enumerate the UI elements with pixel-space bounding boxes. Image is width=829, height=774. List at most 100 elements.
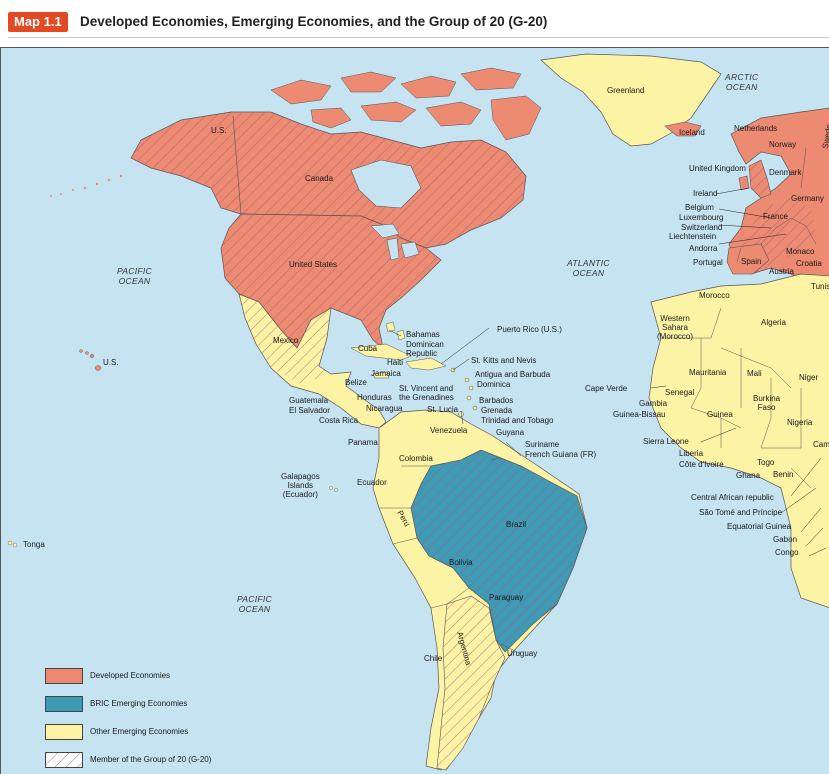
label-french-guiana: French Guiana (FR) [525, 450, 597, 459]
label-dominica: Dominica [477, 380, 511, 389]
label-cote-divoire: Côte d'Ivoire [679, 460, 724, 469]
great-lakes [370, 223, 420, 261]
label-niger: Niger [799, 373, 819, 382]
label-gabon: Gabon [773, 535, 798, 544]
label-norway: Norway [769, 140, 797, 149]
label-jamaica: Jamaica [371, 369, 401, 378]
label-guinea: Guinea [707, 410, 733, 419]
label-honduras: Honduras [357, 393, 392, 402]
label-luxembourg: Luxembourg [679, 213, 724, 222]
label-belize: Belize [345, 378, 367, 387]
label-ireland: Ireland [693, 189, 718, 198]
label-cape-verde: Cape Verde [585, 384, 628, 393]
label-grenada: Grenada [481, 406, 513, 415]
galapagos-islands [329, 486, 338, 492]
label-france: France [763, 212, 788, 221]
label-liberia: Liberia [679, 449, 704, 458]
iceland-shape [664, 121, 702, 137]
label-nicaragua: Nicaragua [366, 404, 403, 413]
label-sierra-leone: Sierra Leone [643, 437, 689, 446]
label-spain: Spain [741, 257, 762, 266]
legend-label-g20: Member of the Group of 20 (G-20) [90, 755, 212, 764]
map-title: Developed Economies, Emerging Economies,… [80, 14, 548, 29]
label-el-salvador: El Salvador [289, 406, 330, 415]
label-car: Central African republic [691, 493, 774, 502]
label-guyana: Guyana [496, 428, 525, 437]
africa-shape [648, 273, 829, 609]
header-rule [8, 37, 829, 38]
label-croatia: Croatia [796, 259, 822, 268]
label-colombia: Colombia [399, 454, 433, 463]
label-costa-rica: Costa Rica [319, 416, 359, 425]
map-header: Map 1.1 Developed Economies, Emerging Ec… [0, 0, 829, 46]
label-barbados: Barbados [479, 396, 514, 405]
label-tonga: Tonga [23, 540, 45, 549]
label-mauritania: Mauritania [689, 368, 727, 377]
arctic-islands [270, 67, 542, 141]
label-guatemala: Guatemala [289, 396, 329, 405]
label-togo: Togo [757, 458, 775, 467]
leader-lines [388, 187, 827, 557]
label-liechtenstein: Liechtenstein [669, 232, 717, 241]
label-senegal: Senegal [665, 388, 695, 397]
label-monaco: Monaco [786, 247, 815, 256]
label-iceland: Iceland [679, 128, 705, 137]
map-frame: ARCTIC OCEAN ATLANTIC OCEAN PACIFIC OCEA… [0, 47, 829, 774]
label-netherlands: Netherlands [734, 124, 778, 133]
label-belgium: Belgium [685, 203, 714, 212]
legend-label-bric: BRIC Emerging Economies [90, 699, 188, 708]
label-guinea-bissau: Guinea-Bissau [613, 410, 666, 419]
label-puerto-rico: Puerto Rico (U.S.) [497, 325, 562, 334]
label-andorra: Andorra [689, 244, 718, 253]
ireland-shape [738, 175, 750, 191]
label-us-hawaii: U.S. [103, 358, 119, 367]
label-trinidad: Trinidad and Tobago [481, 416, 554, 425]
label-morocco: Morocco [699, 291, 730, 300]
label-algeria: Algeria [761, 318, 786, 327]
label-denmark: Denmark [769, 168, 802, 177]
label-western-sahara: Western Sahara (Morocco) [657, 314, 694, 341]
africa-borders [661, 307, 812, 489]
label-chile: Chile [424, 654, 443, 663]
label-st-kitts: St. Kitts and Nevis [471, 356, 537, 365]
label-greenland: Greenland [607, 86, 645, 95]
label-mexico: Mexico [273, 336, 299, 345]
label-cuba: Cuba [358, 344, 378, 353]
legend-swatch-developed [45, 668, 83, 684]
label-cameroon: Cam [813, 440, 829, 449]
label-paraguay: Paraguay [489, 593, 524, 602]
label-haiti: Haiti [387, 358, 404, 367]
label-germany: Germany [791, 194, 824, 203]
label-portugal: Portugal [693, 258, 723, 267]
legend-swatch-other [45, 724, 83, 740]
label-uruguay: Uruguay [507, 649, 538, 658]
pacific-ocean-south-label: PACIFIC OCEAN [237, 594, 273, 614]
label-antigua: Antigua and Barbuda [475, 370, 551, 379]
label-ghana: Ghana [736, 471, 761, 480]
label-ecuador: Ecuador [357, 478, 387, 487]
label-gambia: Gambia [639, 399, 668, 408]
label-bahamas: Bahamas [406, 330, 440, 339]
legend-label-developed: Developed Economies [90, 671, 171, 680]
legend-swatch-bric [45, 696, 83, 712]
tonga-islands [7, 540, 18, 548]
map-number-badge: Map 1.1 [8, 12, 68, 32]
label-benin: Benin [773, 470, 794, 479]
label-us-alaska: U.S. [211, 126, 227, 135]
label-dominican-republic: Dominican Republic [406, 340, 444, 358]
label-panama: Panama [348, 438, 378, 447]
arctic-ocean-label: ARCTIC OCEAN [725, 72, 759, 92]
label-equatorial-guinea: Equatorial Guinea [727, 522, 792, 531]
label-austria: Austria [769, 267, 794, 276]
label-nigeria: Nigeria [787, 418, 813, 427]
label-mali: Mali [747, 369, 762, 378]
label-united-states: United States [289, 260, 338, 269]
pacific-ocean-north-label: PACIFIC OCEAN [117, 266, 153, 286]
map-canvas [7, 53, 829, 771]
hudson-bay [350, 159, 422, 209]
label-suriname: Suriname [525, 440, 560, 449]
label-st-vincent: St. Vincent and the Grenadines [399, 384, 454, 402]
label-sao-tome: São Tomé and Príncipe [699, 508, 783, 517]
legend-swatch-g20 [45, 752, 83, 768]
hawaii-islands [79, 349, 102, 371]
